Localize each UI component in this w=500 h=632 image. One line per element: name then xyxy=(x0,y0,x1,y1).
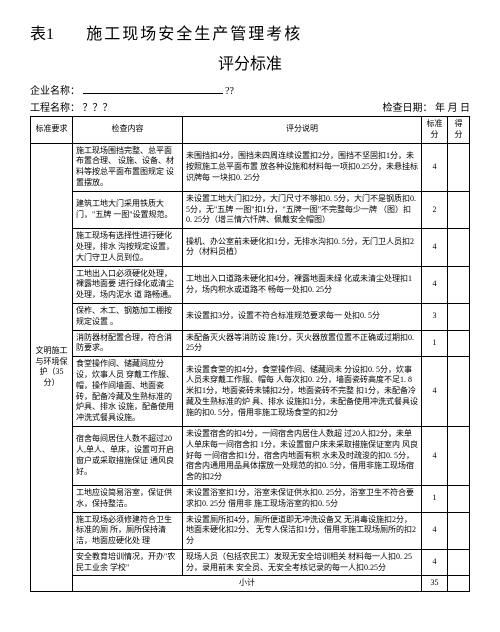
company-value xyxy=(83,93,223,94)
header-req: 标准要求 xyxy=(31,117,73,144)
table-row: 消防器材配置合理，符合消防要求。未配备灭火器等消防设 施1分，灭火器放置位置不正… xyxy=(31,330,470,357)
table-row: 建筑工地大门采用铁质大门，"五牌 一图"设置规范。未设置工地大门扣2分，大门尺寸… xyxy=(31,191,470,228)
header-row: 标准要求 检查内容 评分说明 标准分 得分 xyxy=(31,117,470,144)
subtotal-score xyxy=(448,576,470,592)
table-row: 文明施工与环境保 护（35分）施工现场围挡完整、总平面布置合理、 设施、设备、材… xyxy=(31,143,470,191)
date-label: 检查日期： xyxy=(383,103,433,114)
header-content: 检查内容 xyxy=(73,117,183,144)
table-row: 工地出入口必须硬化处理，裸露地面要 进行绿化或清尘处理，场内泥水 道 路畅通。工… xyxy=(31,266,470,303)
project-label: 工程名称： xyxy=(30,103,80,114)
desc-cell: 未设置宿舍的扣4分，一间宿舍内居住人数超 过20人扣2分，未单人单床每一间宿舍扣… xyxy=(183,426,422,485)
std-score-cell: 1 xyxy=(422,485,448,512)
score-cell xyxy=(448,266,470,303)
desc-cell: 工地出入口道路未硬化扣4分，裸露地面未绿 化或未清尘处理扣1分，场内积水或道路不… xyxy=(183,266,422,303)
std-score-cell: 4 xyxy=(422,229,448,266)
content-cell: 施工现场必须修建符合卫生标准的厕 所，厕所保持清洁，地面应硬化处 理 xyxy=(73,512,183,549)
date-block: 检查日期： 年 月 日 xyxy=(383,99,471,114)
score-cell xyxy=(448,485,470,512)
table-row: 宿舍每间居住人数不超过20人,单人、单床，设置可开启窗户或采取措施保证 通风良好… xyxy=(31,426,470,485)
header-std: 标准分 xyxy=(422,117,448,144)
document-title: 施工现场安全生产管理考核 xyxy=(86,20,302,44)
content-cell: 建筑工地大门采用铁质大门，"五牌 一图"设置规范。 xyxy=(73,191,183,228)
table-row: 食堂操作间、储藏间应分设，炊事人员 穿戴工作服、帽，操作间墙面、地面瓷砖，配备冷… xyxy=(31,357,470,427)
std-score-cell: 2 xyxy=(422,191,448,228)
content-cell: 工地出入口必须硬化处理，裸露地面要 进行绿化或清尘处理，场内泥水 道 路畅通。 xyxy=(73,266,183,303)
score-cell xyxy=(448,191,470,228)
score-cell xyxy=(448,549,470,576)
table-row: 安全教育培训情况，开办"农民工业余 学校"现场人员（包括农民工）发现无安全培训相… xyxy=(31,549,470,576)
desc-cell: 未设置扣3分，设置不符合标准规范要求每一 处扣0. 5分 xyxy=(183,303,422,330)
content-cell: 消防器材配置合理，符合消防要求。 xyxy=(73,330,183,357)
std-score-cell: 4 xyxy=(422,426,448,485)
header-desc: 评分说明 xyxy=(183,117,422,144)
content-cell: 安全教育培训情况，开办"农民工业余 学校" xyxy=(73,549,183,576)
desc-cell: 现场人员（包括农民工）发现无安全培训相关 材料每一人扣0. 25分，录用前未 安… xyxy=(183,549,422,576)
date-value: 年 月 日 xyxy=(435,103,470,114)
desc-cell: 未设置厕所扣4分，厕所便道即无冲洗设备又 无消毒设施扣2分，地面未硬化扣2分、 … xyxy=(183,512,422,549)
meta-project-row: 工程名称： ？？？ 检查日期： 年 月 日 xyxy=(30,99,470,114)
content-cell: 施工现场围挡完整、总平面布置合理、 设施、设备、材料等按总平面布置图规定 设置摆… xyxy=(73,143,183,191)
project-value: ？？？ xyxy=(83,103,113,114)
score-cell xyxy=(448,426,470,485)
content-cell: 施工现场有选择性进行硬化处理，排水 沟按规定设置，大门守卫人员到位。 xyxy=(73,229,183,266)
table-row: 工地应设简易浴室，保证供水，保持整洁。未设置浴室扣1分，浴室未保证供水扣0. 2… xyxy=(31,485,470,512)
company-label: 企业名称： xyxy=(30,86,80,97)
std-score-cell: 3 xyxy=(422,303,448,330)
table-number: 表1 xyxy=(30,20,54,44)
std-score-cell: 4 xyxy=(422,549,448,576)
score-cell xyxy=(448,330,470,357)
subtotal-value: 35 xyxy=(422,576,448,592)
score-cell xyxy=(448,303,470,330)
score-cell xyxy=(448,357,470,427)
desc-cell: 未设置工地大门扣2分，大门尺寸不够扣0. 5分，大门不是钢质扣0.5分，无"五牌… xyxy=(183,191,422,228)
desc-cell: 未围挡扣4分，围挡未四周连续设置扣2分，围挡不坚固扣1分，未按照施工总平面布置 … xyxy=(183,143,422,191)
header-score: 得分 xyxy=(448,117,470,144)
score-cell xyxy=(448,143,470,191)
assessment-table: 标准要求 检查内容 评分说明 标准分 得分 文明施工与环境保 护（35分）施工现… xyxy=(30,116,470,592)
desc-cell: 未设置食堂的扣4分，食堂操作间、储藏间未 分设扣0. 5分，炊事人员未穿戴工作服… xyxy=(183,357,422,427)
meta-company-row: 企业名称： ?? xyxy=(30,82,470,97)
score-cell xyxy=(448,512,470,549)
desc-cell: 未设置浴室扣1分，浴室未保证供水扣0. 25分，浴室卫生不符合要求扣0. 25分… xyxy=(183,485,422,512)
std-score-cell: 4 xyxy=(422,357,448,427)
table-row: 施工现场必须修建符合卫生标准的厕 所，厕所保持清洁，地面应硬化处 理未设置厕所扣… xyxy=(31,512,470,549)
content-cell: 食堂操作间、储藏间应分设，炊事人员 穿戴工作服、帽，操作间墙面、地面瓷砖，配备冷… xyxy=(73,357,183,427)
subtotal-label: 小计 xyxy=(73,576,422,592)
score-cell xyxy=(448,229,470,266)
subtitle: 评分标准 xyxy=(30,50,470,74)
content-cell: 保柞、木工、钢筋加工棚按规定设置 。 xyxy=(73,303,183,330)
desc-cell: 未配备灭火器等消防设 施1分，灭火器放置位置不正确或过期扣0. 25分 xyxy=(183,330,422,357)
subtotal-row: 小计35 xyxy=(31,576,470,592)
category-cell: 文明施工与环境保 护（35分） xyxy=(31,143,73,592)
std-score-cell: 4 xyxy=(422,266,448,303)
table-row: 保柞、木工、钢筋加工棚按规定设置 。未设置扣3分，设置不符合标准规范要求每一 处… xyxy=(31,303,470,330)
content-cell: 宿舍每间居住人数不超过20人,单人、单床，设置可开启窗户或采取措施保证 通风良好… xyxy=(73,426,183,485)
table-row: 施工现场有选择性进行硬化处理，排水 沟按规定设置，大门守卫人员到位。操机、办公室… xyxy=(31,229,470,266)
content-cell: 工地应设简易浴室，保证供水，保持整洁。 xyxy=(73,485,183,512)
title-row: 表1 施工现场安全生产管理考核 xyxy=(30,20,470,44)
qmarks: ?? xyxy=(225,86,234,97)
std-score-cell: 1 xyxy=(422,330,448,357)
std-score-cell: 4 xyxy=(422,143,448,191)
std-score-cell: 4 xyxy=(422,512,448,549)
desc-cell: 操机、办公室前未硬化扣1分，无排水沟扣0. 5分，无门卫人员扣2分（材料员植） xyxy=(183,229,422,266)
